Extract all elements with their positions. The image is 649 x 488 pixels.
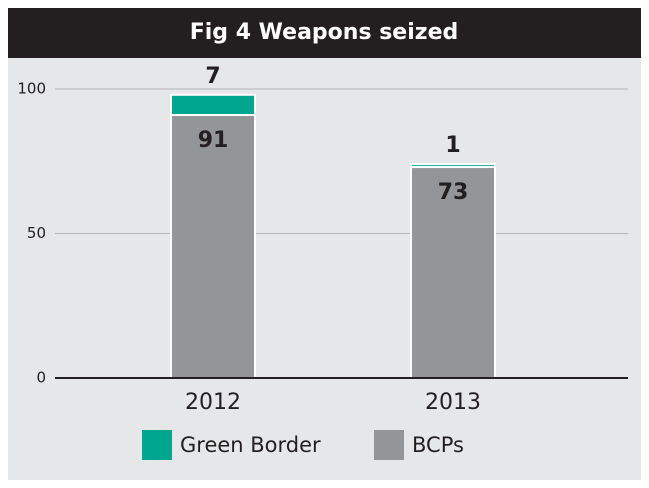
data-label: 91 (198, 128, 229, 153)
chart-background (8, 8, 641, 480)
bar-segment (170, 114, 256, 379)
legend-label: BCPs (412, 433, 464, 457)
y-tick-label: 50 (27, 224, 46, 242)
bar-segment (170, 93, 256, 117)
data-label: 1 (445, 133, 460, 158)
x-tick-label: 2012 (185, 390, 241, 415)
legend-swatch (374, 430, 404, 460)
legend-swatch (142, 430, 172, 460)
bar-segment (410, 163, 496, 169)
legend-label: Green Border (180, 433, 321, 457)
y-tick-label: 100 (17, 80, 46, 98)
data-label: 73 (438, 180, 469, 205)
y-tick-label: 0 (36, 369, 46, 387)
title-bar (8, 8, 641, 58)
data-label: 7 (205, 64, 220, 89)
x-tick-label: 2013 (425, 390, 481, 415)
chart-title: Fig 4 Weapons seized (190, 20, 459, 45)
bar-segment (410, 166, 496, 379)
